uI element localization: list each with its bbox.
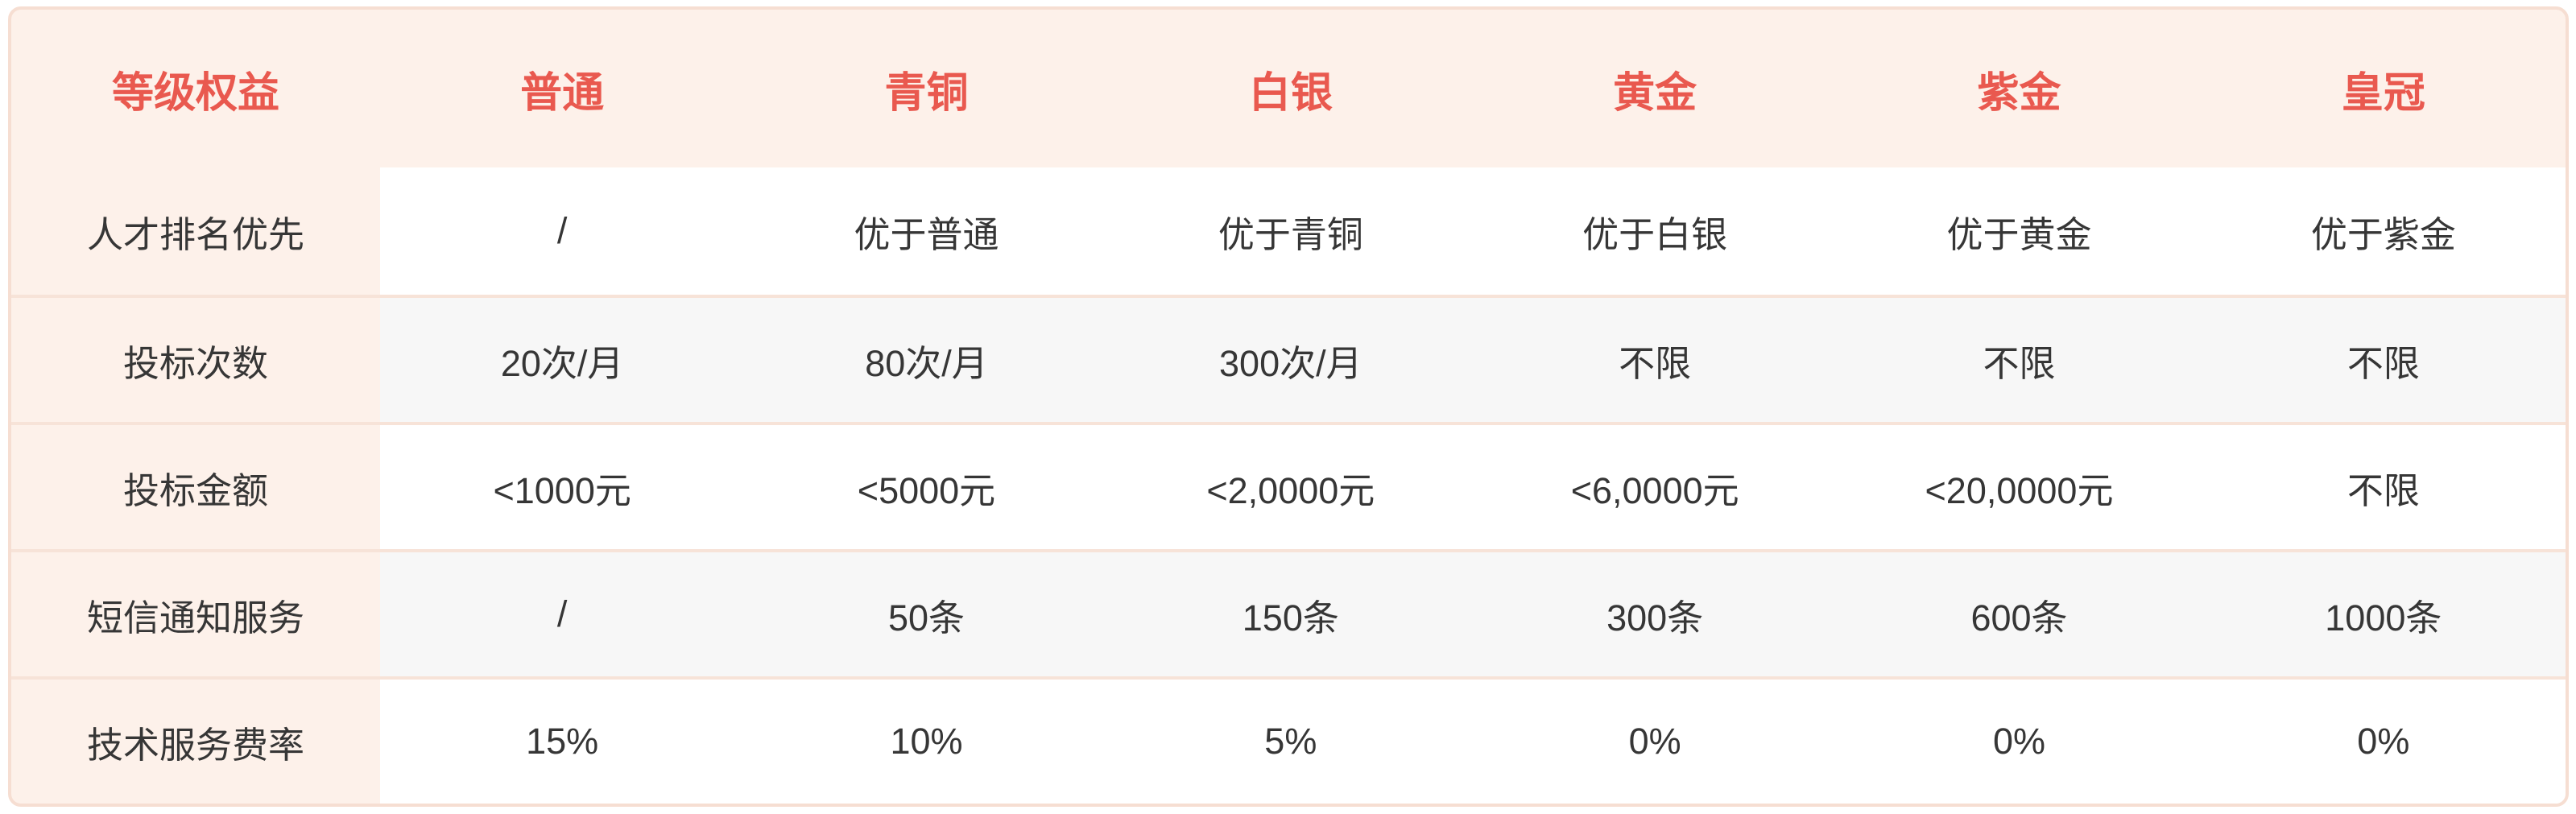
data-cell: <6,0000元 — [1473, 422, 1838, 549]
data-cell: 5% — [1108, 676, 1473, 804]
data-cell: 300次/月 — [1108, 295, 1473, 422]
data-cell: <1000元 — [380, 422, 745, 549]
data-cell: 20次/月 — [380, 295, 745, 422]
header-cell-tier-3: 黄金 — [1613, 69, 1697, 117]
row-label: 投标次数 — [11, 295, 380, 422]
row-label: 短信通知服务 — [11, 549, 380, 676]
data-cell: 0% — [1473, 676, 1838, 804]
row-label: 技术服务费率 — [11, 676, 380, 804]
tier-benefits-card: 等级权益 普通 青铜 白银 黄金 紫金 皇冠 人才排名优先 / 优于普通 优于青铜 优于白银 优于黄金优… — [8, 6, 2569, 807]
data-cell: 300条 — [1473, 549, 1838, 676]
data-cell: <2,0000元 — [1108, 422, 1473, 549]
data-cell: 600条 — [1837, 549, 2202, 676]
header-cell-tier-2: 白银 — [1248, 69, 1333, 117]
header-cell-tier-1: 青铜 — [884, 69, 969, 117]
header-cell-benefits: 等级权益 — [111, 69, 279, 117]
data-cell: 150条 — [1108, 549, 1473, 676]
data-cell: / — [380, 549, 745, 676]
data-cell: <5000元 — [744, 422, 1109, 549]
header-cell-tier-0: 普通 — [520, 69, 605, 117]
data-cell: 优于黄金 — [1837, 167, 2202, 295]
data-cell: 10% — [744, 676, 1109, 804]
data-cell: 1000条 — [2201, 549, 2566, 676]
data-cell: / — [380, 167, 745, 295]
data-cell: 不限 — [2201, 295, 2566, 422]
data-cell: 优于普通 — [744, 167, 1109, 295]
data-cell: 不限 — [2201, 422, 2566, 549]
data-cell: 优于紫金 — [2201, 167, 2566, 295]
header-cell-tier-4: 紫金 — [1977, 69, 2061, 117]
header-cell-tier-5: 皇冠 — [2341, 69, 2425, 117]
data-cell: 优于白银 — [1473, 167, 1838, 295]
data-cell: 不限 — [1473, 295, 1838, 422]
data-cell: 50条 — [744, 549, 1109, 676]
row-label: 投标金额 — [11, 422, 380, 549]
data-cell: 不限 — [1837, 295, 2202, 422]
data-cell: 优于青铜 — [1108, 167, 1473, 295]
row-label: 人才排名优先 — [86, 213, 304, 255]
data-cell: <20,0000元 — [1837, 422, 2202, 549]
data-cell: 15% — [380, 676, 745, 804]
tier-benefits-table: 等级权益 普通 青铜 白银 黄金 紫金 皇冠 人才排名优先 / 优于普通 优于青铜 优于白银 优于黄金优… — [11, 10, 2566, 804]
data-cell: 0% — [1837, 676, 2202, 804]
data-cell: 0% — [2201, 676, 2566, 804]
data-cell: 80次/月 — [744, 295, 1109, 422]
